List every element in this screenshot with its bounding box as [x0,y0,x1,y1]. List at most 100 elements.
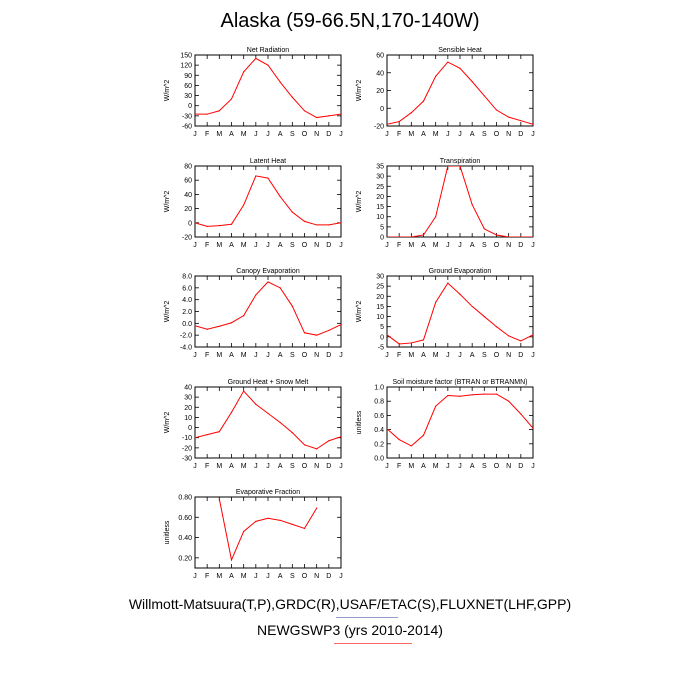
data-point [447,166,449,167]
plot-frame [386,165,534,238]
y-tick-label: 10 [376,314,384,321]
data-point [195,325,196,327]
y-tick-label: 0.4 [374,427,384,434]
data-point [303,527,306,530]
data-point [422,234,425,236]
data-point [291,305,293,307]
x-tick-label: A [470,352,475,359]
data-point [230,411,233,413]
x-tick-label: J [193,352,197,359]
data-point [328,224,330,226]
footer-rule-blue [336,617,398,618]
y-tick-label: 5 [380,324,384,331]
x-tick-label: J [446,463,450,470]
series-line [195,281,341,336]
data-point [316,507,318,509]
data-point [387,236,388,237]
y-tick-label: 120 [180,63,192,70]
x-tick-label: N [314,352,319,359]
x-tick-label: J [339,131,343,138]
data-point [471,394,473,396]
x-tick-label: O [302,242,308,249]
x-tick-label: M [408,131,414,138]
y-axis-label: W/m^2 [356,80,363,102]
data-point [218,110,220,112]
x-tick-label: A [470,242,475,249]
x-tick-label: F [397,352,401,359]
data-point [532,123,533,125]
y-tick-label: 25 [376,284,384,291]
x-tick-label: J [531,352,535,359]
x-tick-label: D [518,463,523,470]
x-tick-label: D [326,463,331,470]
x-tick-label: S [290,242,295,249]
y-tick-label: 20 [376,294,384,301]
y-tick-label: 25 [376,184,384,191]
data-point [255,403,257,405]
y-tick-label: 20 [376,88,384,95]
x-tick-label: J [458,242,462,249]
series-line [387,282,533,345]
data-point [508,400,510,402]
x-tick-label: J [339,352,343,359]
x-tick-label: F [397,463,401,470]
y-tick-label: -4.0 [180,345,192,352]
data-point [303,332,306,334]
chart-panel-8: Soil moisture factor (BTRAN or BTRANMN) u… [356,379,535,470]
data-point [340,323,341,326]
y-tick-label: 5 [380,224,384,231]
x-tick-label: S [290,131,295,138]
x-tick-label: M [241,242,247,249]
y-tick-label: 0.60 [178,515,192,522]
x-tick-label: S [290,463,295,470]
x-tick-label: O [302,463,308,470]
x-tick-label: J [254,573,258,580]
data-point [398,343,400,345]
x-tick-label: J [531,131,535,138]
y-tick-label: 20 [184,206,192,213]
x-tick-label: A [229,352,234,359]
data-point [459,166,461,167]
data-point [255,294,257,296]
data-point [483,228,485,230]
data-point [230,322,233,324]
panel-title: Canopy Evaporation [236,268,300,275]
y-tick-label: 0.80 [178,495,192,502]
x-tick-label: A [421,463,426,470]
data-point [532,334,533,336]
x-tick-label: A [421,242,426,249]
data-point [328,115,330,117]
y-tick-label: 10 [184,415,192,422]
data-point [483,95,485,97]
plot-frame [386,386,534,459]
y-axis-label: W/m^2 [164,301,171,323]
panel-title: Latent Heat [250,158,286,165]
x-tick-label: D [518,352,523,359]
x-tick-label: M [216,352,222,359]
data-point [495,393,498,395]
x-tick-label: S [482,131,487,138]
y-tick-label: 6.0 [182,285,192,292]
x-tick-label: A [278,242,283,249]
y-tick-label: 0 [380,235,384,242]
x-tick-label: F [205,131,209,138]
y-tick-label: 35 [376,164,384,171]
data-point [340,436,341,438]
data-point [410,342,412,344]
x-tick-label: A [229,131,234,138]
x-tick-label: D [326,242,331,249]
data-point [243,204,245,206]
panel-title: Net Radiation [247,47,290,54]
x-tick-label: M [241,463,247,470]
x-tick-label: J [458,352,462,359]
y-tick-label: 30 [184,93,192,100]
data-point [267,412,269,414]
x-tick-label: J [531,463,535,470]
chart-panel-7: Ground Heat + Snow Melt W/m^2 -30 -20 -10 0 10… [164,379,343,470]
y-tick-label: 60 [184,83,192,90]
data-point [435,75,437,77]
x-tick-label: S [482,242,487,249]
data-point [316,334,318,336]
